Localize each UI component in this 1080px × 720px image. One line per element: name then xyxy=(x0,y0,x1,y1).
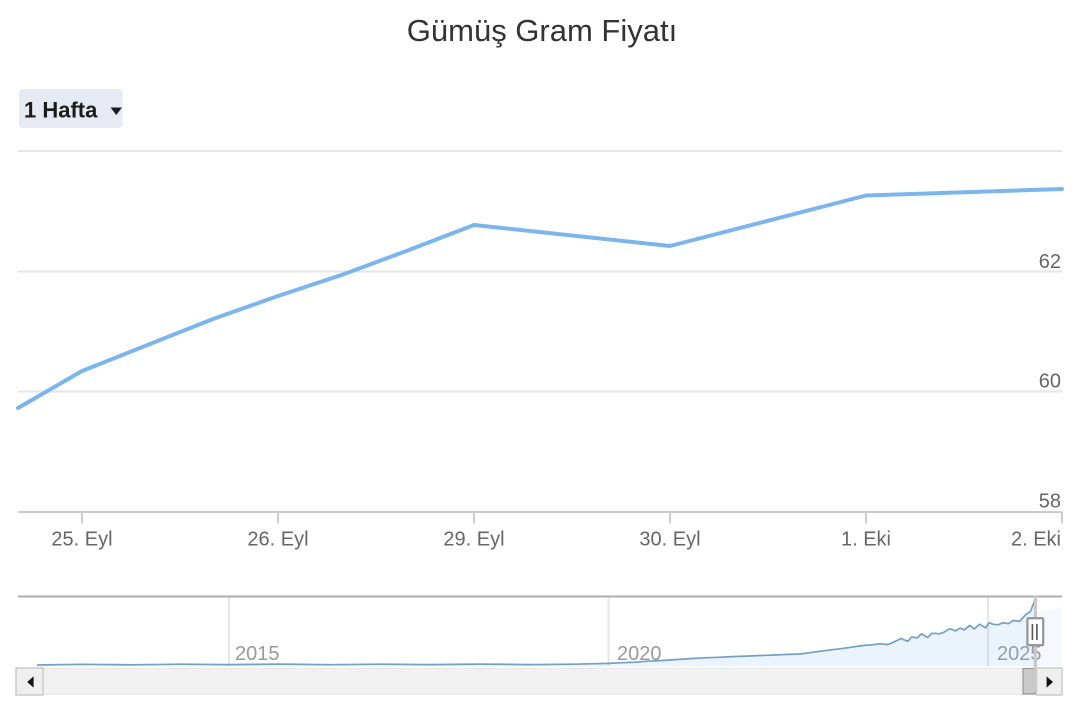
svg-text:60: 60 xyxy=(1039,371,1061,393)
svg-text:30. Eyl: 30. Eyl xyxy=(639,529,700,551)
svg-text:2015: 2015 xyxy=(235,643,280,665)
svg-text:2. Eki: 2. Eki xyxy=(1011,529,1061,551)
svg-text:25. Eyl: 25. Eyl xyxy=(51,529,112,551)
svg-text:1 Hafta: 1 Hafta xyxy=(24,98,98,123)
svg-text:62: 62 xyxy=(1039,251,1061,273)
svg-text:2025: 2025 xyxy=(997,643,1042,665)
svg-text:Gümüş Gram Fiyatı: Gümüş Gram Fiyatı xyxy=(407,13,677,48)
svg-text:58: 58 xyxy=(1039,491,1061,513)
svg-text:26. Eyl: 26. Eyl xyxy=(247,529,308,551)
svg-text:1. Eki: 1. Eki xyxy=(841,529,891,551)
svg-text:2020: 2020 xyxy=(617,643,662,665)
svg-text:29. Eyl: 29. Eyl xyxy=(443,529,504,551)
